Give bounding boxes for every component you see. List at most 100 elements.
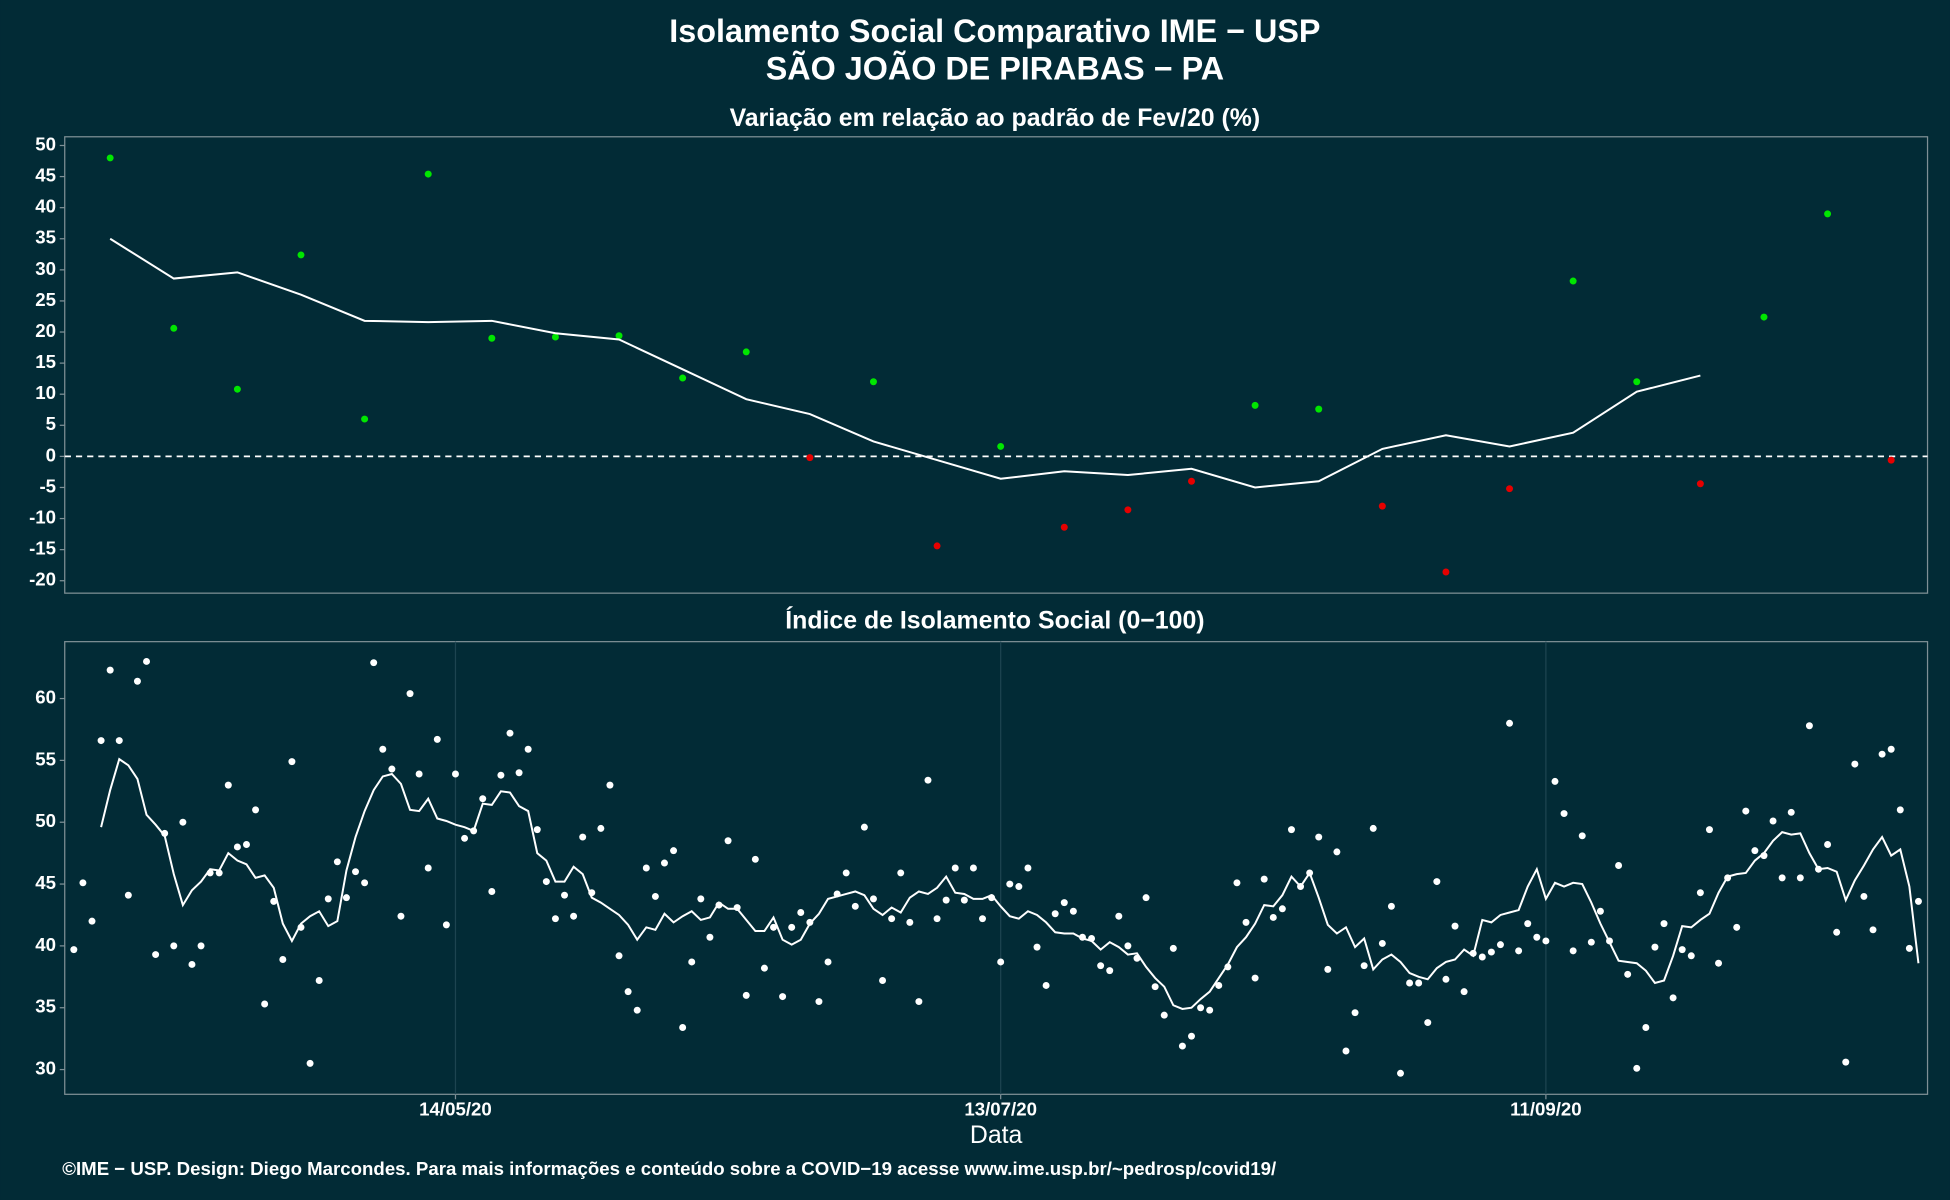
point [1869, 926, 1877, 934]
point [1433, 878, 1441, 886]
point [224, 781, 232, 789]
point [261, 1000, 269, 1008]
y-tick-label: -20 [29, 569, 56, 590]
point [1242, 918, 1250, 926]
point [361, 415, 369, 423]
point [1124, 506, 1132, 514]
point [679, 1024, 687, 1031]
y-tick-label: 30 [35, 258, 56, 279]
y-tick-label: 40 [35, 196, 56, 217]
point [1624, 970, 1632, 978]
point [570, 912, 578, 920]
point [1696, 480, 1704, 488]
point [1651, 943, 1659, 951]
point [1006, 880, 1014, 888]
point [742, 348, 750, 356]
point [306, 1059, 314, 1067]
trend-line [109, 237, 1701, 489]
point [1751, 847, 1759, 855]
point [1424, 1019, 1432, 1027]
point [1251, 401, 1259, 409]
y-tick-label: 45 [35, 872, 56, 893]
point [1442, 975, 1450, 983]
point [1633, 378, 1641, 386]
y-tick-label: 25 [35, 289, 56, 310]
point [724, 837, 732, 845]
point [252, 806, 260, 814]
point [1260, 875, 1268, 883]
point [969, 864, 977, 872]
point [1805, 722, 1813, 730]
point [1378, 939, 1386, 947]
point [997, 958, 1005, 966]
point [297, 251, 305, 259]
point [1215, 981, 1223, 989]
point [170, 942, 178, 950]
point [1460, 988, 1468, 996]
point [1197, 1004, 1205, 1012]
point [124, 891, 132, 899]
point [79, 879, 87, 887]
point [1060, 899, 1068, 907]
subtitle: Índice de Isolamento Social (0−100) [785, 605, 1204, 634]
point [1642, 1024, 1650, 1031]
point [1914, 897, 1922, 905]
point [242, 840, 250, 848]
point [524, 745, 532, 753]
point [651, 892, 659, 900]
point [1542, 937, 1550, 945]
plot-area [64, 136, 1929, 594]
point [1378, 502, 1386, 510]
point [706, 933, 714, 941]
point [1506, 719, 1514, 727]
point [233, 385, 241, 393]
point [1042, 981, 1050, 989]
subtitle: Variação em relação ao padrão de Fev/20 … [730, 104, 1261, 132]
point [551, 915, 559, 923]
point [1115, 912, 1123, 920]
chart-title: SÃO JOÃO DE PIRABAS − PA [766, 49, 1224, 86]
point [1351, 1009, 1359, 1017]
point [1824, 210, 1832, 218]
point [1206, 1006, 1214, 1014]
plot-area [64, 641, 1929, 1095]
y-tick-label: -5 [39, 475, 56, 496]
y-tick-label: 35 [35, 996, 56, 1017]
point [1188, 477, 1195, 485]
point [1742, 807, 1750, 815]
point [1342, 1047, 1350, 1055]
point [533, 826, 541, 834]
point [461, 834, 469, 842]
point [660, 859, 668, 867]
y-tick-label: 35 [35, 227, 56, 248]
point [1678, 946, 1686, 954]
point [1760, 313, 1768, 321]
point [597, 824, 605, 832]
point [106, 154, 114, 162]
point [688, 958, 696, 966]
point [1696, 889, 1704, 897]
point [152, 951, 160, 959]
point [1033, 943, 1041, 951]
point [1169, 944, 1177, 952]
point [288, 758, 296, 766]
point [479, 795, 487, 803]
point [1524, 920, 1532, 928]
point [1442, 568, 1450, 576]
y-tick-label: 5 [46, 413, 56, 434]
point [442, 921, 450, 929]
point [906, 918, 914, 926]
point [451, 770, 459, 778]
point [352, 868, 360, 876]
point [1533, 933, 1541, 941]
point [188, 960, 196, 968]
point [1896, 806, 1904, 814]
y-tick-label: -15 [29, 538, 56, 559]
point [1587, 938, 1595, 946]
point [1333, 848, 1341, 856]
point [1397, 1069, 1404, 1077]
point [1315, 405, 1323, 413]
point [415, 770, 423, 778]
point [1905, 944, 1913, 952]
